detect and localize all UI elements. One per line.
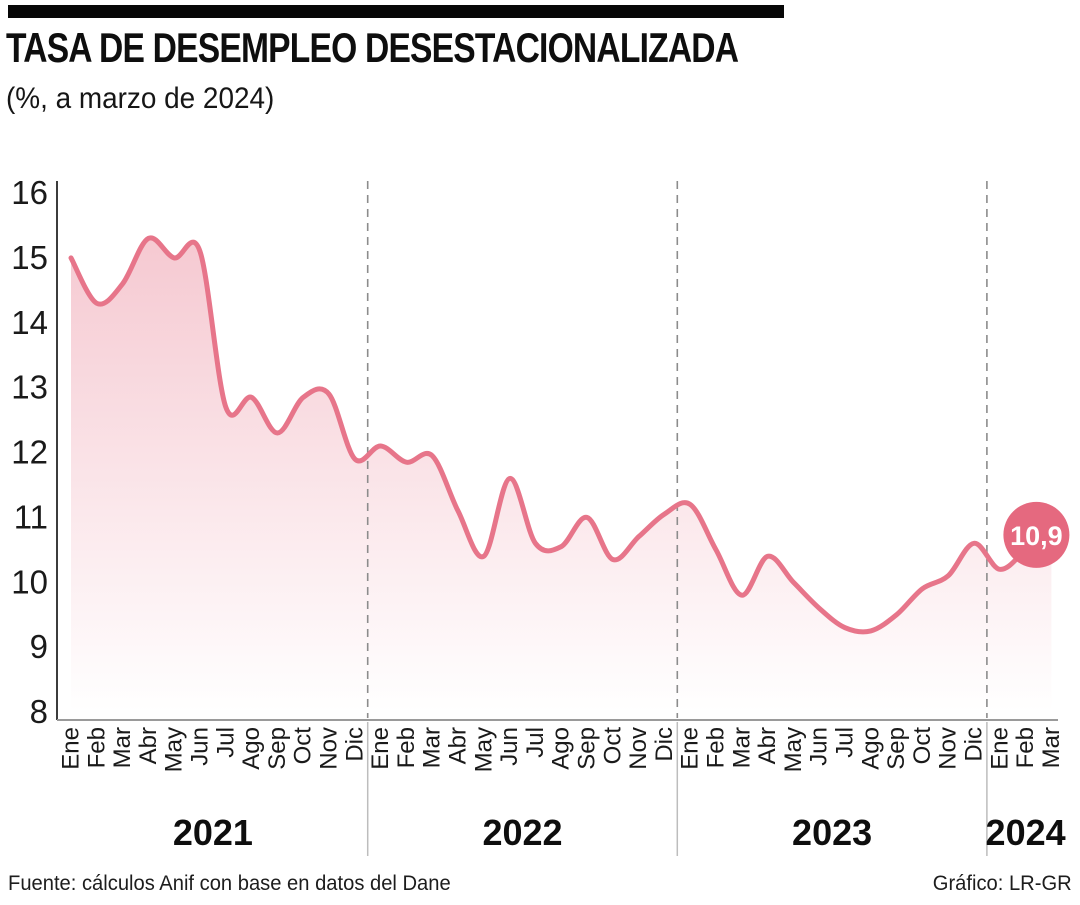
graphic-credit: Gráfico: LR-GR — [933, 872, 1072, 895]
y-axis-tick-label: 8 — [30, 693, 48, 730]
x-axis-month-label: Oct — [909, 727, 936, 765]
x-axis-month-label: Nov — [625, 727, 652, 770]
y-axis-tick-label: 12 — [11, 434, 48, 471]
x-axis-month-label: Ene — [58, 727, 85, 770]
x-axis-month-label: Ago — [548, 727, 575, 770]
badge-circle — [1003, 501, 1070, 568]
x-axis-month-label: Ene — [367, 727, 394, 770]
x-axis-month-label: Ago — [238, 727, 265, 770]
x-axis-month-label: Jun — [806, 727, 833, 766]
x-axis-month-label: Jun — [187, 727, 214, 766]
chart-subtitle: (%, a marzo de 2024) — [6, 82, 275, 115]
x-axis-month-label: Sep — [264, 727, 291, 770]
x-axis-month-label: Feb — [1012, 727, 1039, 768]
x-axis-year-label: 2024 — [986, 812, 1066, 853]
x-axis-month-label: Ene — [677, 727, 704, 770]
x-axis-month-label: Mar — [419, 727, 446, 768]
x-axis-month-label: Sep — [574, 727, 601, 770]
series-line — [68, 235, 1054, 635]
x-axis-month-label: Ene — [986, 727, 1013, 770]
x-axis-month-label: Jul — [832, 727, 859, 758]
x-axis-year-label: 2023 — [792, 812, 872, 853]
x-axis-month-label: Dic — [651, 727, 678, 762]
x-axis-month-label: Abr — [754, 727, 781, 764]
x-axis-month-label: Mar — [1038, 727, 1065, 768]
y-axis-tick-label: 13 — [11, 369, 48, 406]
badge-value-label: 10,9 — [1010, 521, 1063, 551]
x-axis-month-label: May — [470, 727, 497, 772]
x-axis-month-label: Mar — [728, 727, 755, 768]
last-value-badge: 10,9 — [1003, 501, 1070, 568]
x-axis-month-label: Abr — [135, 727, 162, 764]
x-axis-month-label: Sep — [883, 727, 910, 770]
x-axis-month-label: Dic — [341, 727, 368, 762]
x-axis-month-label: Oct — [290, 727, 317, 765]
y-axis-tick-label: 14 — [11, 304, 48, 341]
y-axis-tick-label: 15 — [11, 239, 48, 276]
x-axis-month-label: Nov — [935, 727, 962, 770]
series-area-fill — [71, 237, 1052, 713]
x-axis-month-label: Oct — [599, 727, 626, 765]
x-axis-month-label: Jul — [522, 727, 549, 758]
y-axis-tick-label: 16 — [11, 174, 48, 211]
x-axis-month-label: May — [161, 727, 188, 772]
x-axis-month-label: Mar — [109, 727, 136, 768]
x-axis-month-label: Feb — [703, 727, 730, 768]
x-axis-year-label: 2022 — [482, 812, 562, 853]
source-note: Fuente: cálculos Anif con base en datos … — [8, 872, 451, 895]
x-axis-month-label: Feb — [83, 727, 110, 768]
y-axis-tick-label: 9 — [30, 628, 48, 665]
page-title: TASA DE DESEMPLEO DESESTACIONALIZADA — [6, 24, 739, 71]
x-axis-year-label: 2021 — [173, 812, 253, 853]
x-axis-month-label: Abr — [445, 727, 472, 764]
x-axis-month-label: Jul — [212, 727, 239, 758]
y-axis-tick-label: 11 — [14, 498, 48, 535]
x-axis-month-label: Jun — [496, 727, 523, 766]
x-axis-month-label: Dic — [961, 727, 988, 762]
x-axis-month-label: Feb — [393, 727, 420, 768]
x-axis-month-label: Ago — [857, 727, 884, 770]
accent-bar — [8, 5, 784, 18]
y-axis-tick-label: 10 — [11, 563, 48, 600]
x-axis-month-label: Nov — [316, 727, 343, 770]
x-axis-month-label: May — [780, 727, 807, 772]
